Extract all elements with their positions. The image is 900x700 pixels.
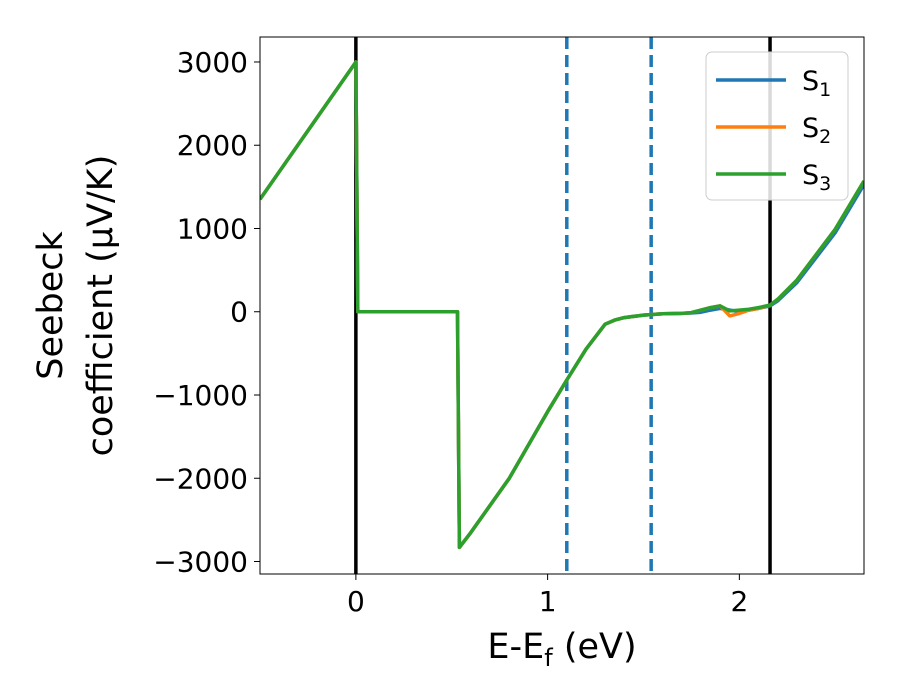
y-tick-label-2: −1000 [153,379,248,412]
y-axis-title: Seebeck coefficient (μV/K) [31,155,121,457]
x-axis-title: E-Ef (eV) [487,627,636,672]
plot-frame [259,36,865,575]
y-tick-label-4: 1000 [177,212,248,245]
y-tick-label-6: 3000 [177,46,248,79]
y-tick-label-5: 2000 [177,129,248,162]
y-axis-title-line2: coefficient (μV/K) [81,155,121,457]
series-line-3 [260,60,864,550]
x-tick-label-2: 2 [730,585,748,618]
y-tick-label-1: −2000 [153,462,248,495]
x-axis-title-tail: (eV) [553,627,637,667]
x-axis-title-sub: f [544,644,553,672]
y-tick-label-0: −3000 [153,546,248,579]
x-axis-title-main: E-E [487,627,544,667]
y-axis-title-line1: Seebeck [31,230,71,379]
legend: S1 S2 S3 [705,51,849,201]
y-axis-ticks: −3000 −2000 −1000 0 1000 2000 3000 [153,46,260,579]
legend-label-3: S3 [802,160,831,195]
x-axis-ticks: 0 1 2 [347,574,748,618]
data-series [260,60,864,550]
y-tick-label-3: 0 [230,296,248,329]
x-tick-label-0: 0 [347,585,365,618]
legend-label-2: S2 [802,113,831,148]
x-tick-label-1: 1 [539,585,557,618]
legend-label-1: S1 [802,66,831,101]
